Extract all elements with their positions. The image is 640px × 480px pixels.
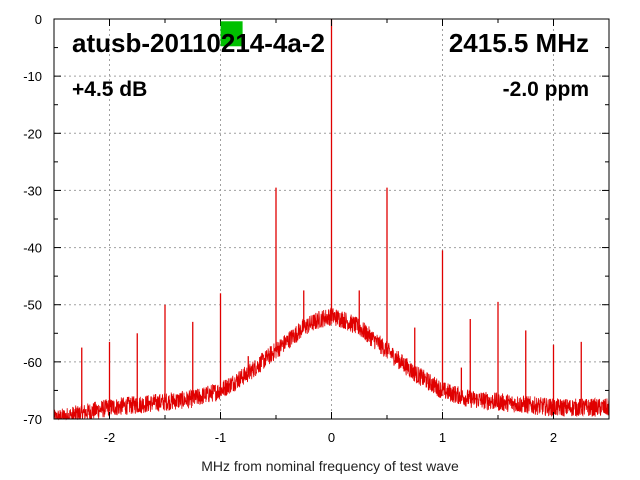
y-tick-label: -70 xyxy=(23,412,42,427)
frequency-label: 2415.5 MHz xyxy=(449,28,589,58)
x-tick-labels: -2 -1 0 1 2 xyxy=(104,430,557,445)
ticks-group xyxy=(53,18,610,420)
gain-label: +4.5 dB xyxy=(72,78,147,101)
drift-label: -2.0 ppm xyxy=(503,78,589,101)
y-tick-label: -20 xyxy=(23,126,42,141)
y-tick-label: -60 xyxy=(23,355,42,370)
x-tick-label: 2 xyxy=(550,430,557,445)
x-tick-label: 1 xyxy=(439,430,446,445)
y-tick-label: -10 xyxy=(23,69,42,84)
y-tick-labels: 0 -10 -20 -30 -40 -50 -60 -70 xyxy=(23,12,42,427)
device-label: atusb-20110214-4a-2 xyxy=(72,28,325,58)
status-marker xyxy=(220,21,243,47)
x-axis-title: MHz from nominal frequency of test wave xyxy=(201,458,459,474)
x-tick-label: 0 xyxy=(328,430,335,445)
y-tick-label: -40 xyxy=(23,241,42,256)
y-tick-label: -30 xyxy=(23,183,42,198)
x-tick-label: -2 xyxy=(104,430,116,445)
x-tick-label: -1 xyxy=(215,430,227,445)
y-tick-label: -50 xyxy=(23,298,42,313)
y-tick-label: 0 xyxy=(35,12,42,27)
spurs-group xyxy=(81,19,582,414)
